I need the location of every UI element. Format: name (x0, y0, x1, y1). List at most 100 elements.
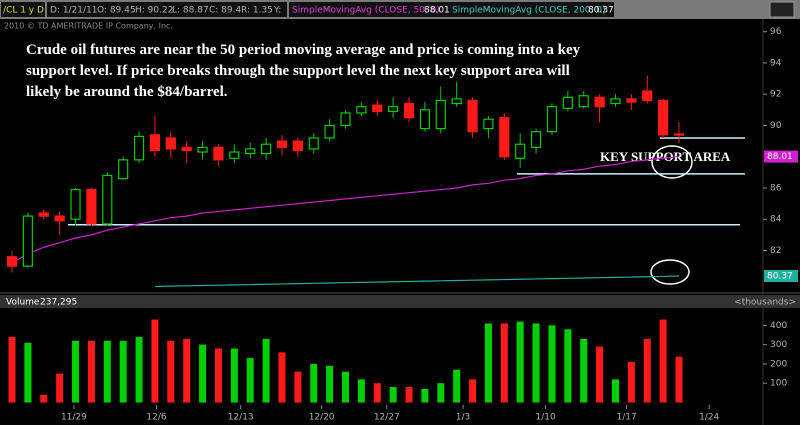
volume-bar (294, 371, 302, 403)
annotation: Crude oil futures are near the 50 period… (26, 42, 581, 100)
candle-body (229, 151, 240, 159)
volume-bar (659, 319, 667, 403)
candle-body (133, 135, 145, 161)
x-tick-label: 12/20 (309, 413, 335, 423)
volume-bar (167, 340, 175, 403)
date: D: 1/21/11 (50, 6, 98, 16)
candle-body (483, 118, 494, 130)
candle-body (658, 99, 669, 136)
symbol[interactable]: /CL 1 y D (3, 6, 44, 16)
volume-bar (437, 383, 445, 403)
menu-button[interactable] (769, 1, 795, 18)
support-label: KEY SUPPORT AREA (600, 149, 731, 164)
candle-body (260, 143, 272, 155)
range: R: 1.35 (241, 6, 273, 16)
y-tick-label: 90 (770, 121, 782, 131)
y-tick-label: 96 (770, 27, 782, 37)
volume-bar (389, 387, 397, 403)
x-tick-label: 1/10 (535, 413, 555, 423)
volume-bar (135, 336, 143, 403)
candle-body (562, 96, 573, 109)
circle-annotation (651, 145, 693, 179)
volume-bar (72, 340, 80, 403)
x-tick-label: 1/24 (699, 413, 719, 423)
volume-bar (453, 369, 461, 403)
last-value-box (764, 269, 798, 282)
candle-body (340, 112, 351, 127)
volume-bar (357, 379, 365, 403)
last-value-label: 80.37 (767, 271, 793, 281)
y-field: Y: (273, 6, 281, 16)
candle-body (38, 212, 49, 217)
volume-bar (262, 338, 270, 403)
candle-body (213, 146, 224, 161)
volume-bar (310, 363, 318, 403)
volume-bar (500, 323, 508, 403)
candle-body (149, 134, 161, 152)
candle-body (70, 188, 81, 220)
volume-bar (484, 323, 492, 403)
candle-body (388, 106, 399, 112)
quote-box (47, 2, 287, 17)
y-tick-label: 200 (770, 359, 787, 369)
y-tick-label: 94 (770, 58, 782, 68)
volume-bar (627, 362, 635, 403)
study-value: 88.01 (424, 6, 450, 16)
last-value-label: 88.01 (767, 152, 793, 162)
candle-body (530, 131, 542, 148)
volume-title: Volume (6, 298, 40, 308)
y-tick-label: 84 (770, 215, 782, 225)
volume-bar (24, 342, 32, 403)
x-tick-label: 1/3 (456, 413, 470, 423)
volume-bar (214, 348, 222, 403)
volume-bar (183, 338, 191, 403)
volume-bar (516, 321, 524, 403)
volume-bar (421, 389, 429, 403)
study-box (289, 2, 614, 17)
volume-bar (87, 340, 95, 403)
y-tick-label: 92 (770, 90, 781, 100)
circle-annotation (650, 259, 690, 285)
candle-body (467, 99, 478, 133)
volume-bar (199, 344, 207, 403)
candle-body (22, 215, 33, 267)
candle-body (499, 117, 510, 158)
volume-bar (405, 387, 413, 403)
candle-body (515, 143, 526, 159)
candle-body (102, 174, 113, 225)
candle-body (673, 133, 685, 136)
candle-body (594, 96, 605, 108)
volume-bar (8, 336, 16, 403)
moving-average (154, 275, 680, 288)
x-tick-label: 12/13 (228, 413, 254, 423)
x-tick-label: 11/29 (61, 413, 87, 423)
candle-body (372, 104, 383, 112)
candle-body (356, 106, 367, 114)
candle-body (245, 148, 256, 155)
volume-bar (580, 338, 588, 403)
symbol-box[interactable] (1, 2, 45, 17)
study-value: 80.37 (588, 6, 614, 16)
candle-body (324, 124, 335, 139)
candle-body (403, 102, 415, 119)
x-tick-label: 1/17 (616, 413, 636, 423)
high: H: 90.22 (135, 6, 173, 16)
y-tick-label: 300 (770, 340, 787, 350)
y-tick-label: 100 (770, 379, 787, 389)
candle-body (642, 90, 653, 102)
moving-average (11, 155, 680, 264)
candle-body (578, 95, 589, 108)
volume-bar (469, 379, 477, 403)
candle-body (54, 215, 65, 222)
candle-body (546, 106, 558, 133)
candle-body (292, 140, 303, 152)
candle-body (419, 109, 431, 130)
candle-body (181, 146, 192, 152)
volume-bar (278, 352, 286, 403)
low: L: 88.87 (172, 6, 209, 16)
study-name: SimpleMovingAvg (CLOSE, 200, 0) (452, 6, 606, 16)
candle-body (626, 98, 637, 103)
volume-bar (564, 329, 572, 403)
volume-last: 237,295 (40, 298, 77, 308)
